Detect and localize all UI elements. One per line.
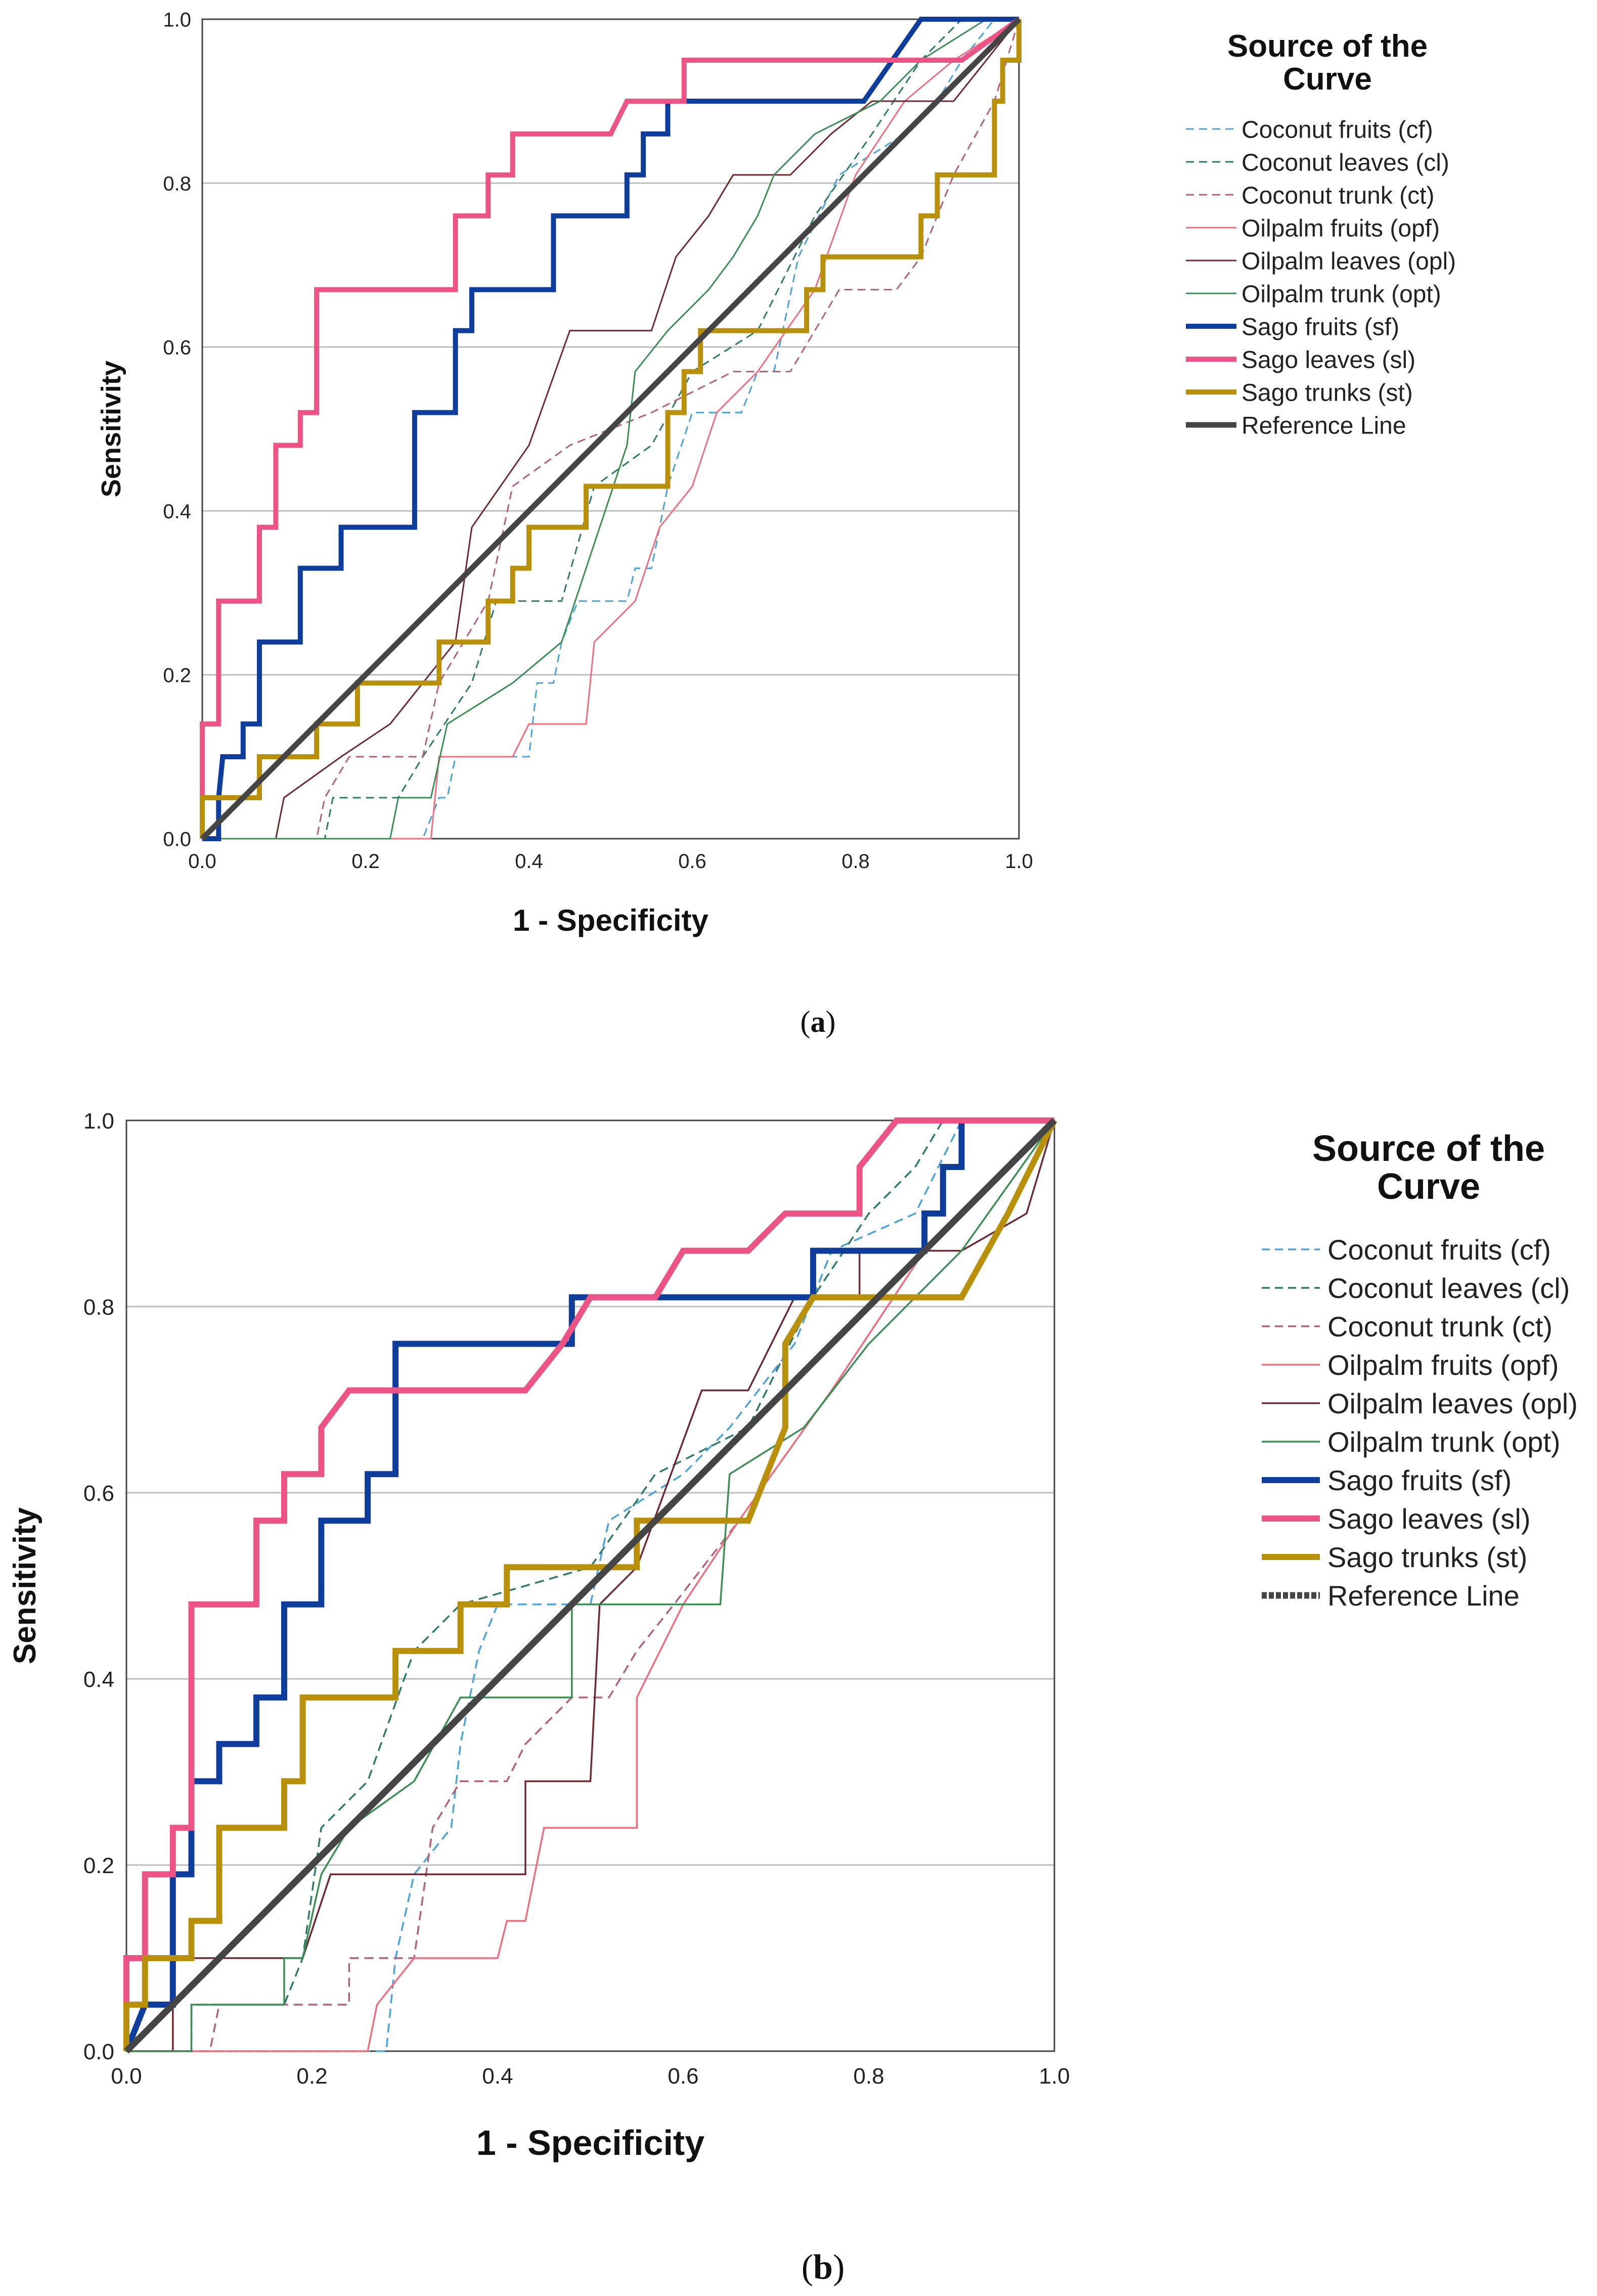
y-tick-label: 0.8 — [83, 1295, 114, 1320]
legend-label-oilpalm-trunk-opt: Oilpalm trunk (opt) — [1327, 1426, 1561, 1458]
roc-chart-a: 0.0 0.2 0.4 0.6 0.8 1.0 0.0 0.2 0.4 0.6 0.8 1.0 1 - … — [96, 9, 1456, 1038]
x-axis-title: 1 - Specificity — [513, 903, 708, 937]
legend-title: Source of the Curve — [1312, 1129, 1545, 1207]
y-tick-label: 0.0 — [83, 2040, 114, 2064]
y-tick-label: 0.0 — [163, 828, 191, 850]
series-line-coconut-leaves-cl — [126, 1119, 1054, 2052]
x-tick-label: 0.2 — [296, 2064, 327, 2089]
legend-label-coconut-fruits-cf: Coconut fruits (cf) — [1241, 116, 1433, 143]
series-line-coconut-trunk-ct — [202, 19, 1020, 840]
series-line-oilpalm-trunk-opt — [202, 18, 1019, 840]
legend-label-coconut-trunk-ct: Coconut trunk (ct) — [1327, 1311, 1552, 1342]
panel-caption: (a) — [801, 1005, 836, 1038]
x-tick-label: 0.8 — [853, 2064, 884, 2089]
series-line-oilpalm-fruits-opf — [126, 1119, 1055, 2052]
y-axis-title: Sensitivity — [96, 361, 126, 497]
legend-label-reference-line: Reference Line — [1327, 1580, 1520, 1612]
x-tick-label: 0.2 — [351, 850, 380, 873]
x-tick-label: 0.8 — [841, 850, 870, 873]
series-line-sago-trunks-st — [200, 19, 1022, 839]
y-tick-label: 0.2 — [83, 1853, 114, 1878]
series-line-sago-fruits-sf — [202, 17, 1019, 841]
series-line-coconut-fruits-cf — [126, 1119, 1054, 2052]
series-line-coconut-fruits-cf — [202, 18, 1019, 840]
y-tick-label: 0.2 — [163, 664, 191, 686]
plot-frame — [201, 18, 1020, 840]
series-line-sago-trunks-st — [123, 1119, 1057, 2051]
y-tick-label: 0.4 — [83, 1667, 114, 1692]
y-axis-title: Sensitivity — [8, 1507, 42, 1664]
legend-label-coconut-leaves-cl: Coconut leaves (cl) — [1327, 1272, 1570, 1304]
plot-frame — [125, 1119, 1055, 2052]
legend-label-sago-trunks-st: Sago trunks (st) — [1241, 379, 1413, 406]
legend-label-oilpalm-leaves-opl: Oilpalm leaves (opl) — [1327, 1388, 1578, 1419]
legend-label-reference-line: Reference Line — [1241, 412, 1406, 439]
legend-label-sago-leaves-sl: Sago leaves (sl) — [1327, 1503, 1531, 1535]
roc-chart-b: 0.0 0.2 0.4 0.6 0.8 1.0 0.0 0.2 0.4 0.6 0.8 1.0 1 - … — [8, 1109, 1578, 2287]
y-tick-label: 1.0 — [83, 1109, 114, 1134]
x-tick-label: 1.0 — [1005, 850, 1033, 873]
roc-panel-b: 0.0 0.2 0.4 0.6 0.8 1.0 0.0 0.2 0.4 0.6 0.8 1.0 1 - … — [0, 1082, 1597, 2296]
legend-label-coconut-fruits-cf: Coconut fruits (cf) — [1327, 1234, 1551, 1266]
x-axis-title: 1 - Specificity — [476, 2123, 704, 2162]
legend-label-sago-leaves-sl: Sago leaves (sl) — [1241, 346, 1415, 373]
x-tick-label: 0.0 — [111, 2064, 142, 2089]
x-tick-label: 0.6 — [678, 850, 706, 873]
series-line-oilpalm-leaves-opl — [202, 19, 1020, 840]
series-line-sago-leaves-sl — [123, 1117, 1054, 2051]
series-line-sago-leaves-sl — [200, 17, 1021, 839]
x-tick-label: 0.6 — [668, 2064, 698, 2089]
x-tick-label: 1.0 — [1039, 2064, 1070, 2089]
legend-label-oilpalm-fruits-opf: Oilpalm fruits (opf) — [1327, 1349, 1559, 1381]
legend-title: Source of the Curve — [1227, 29, 1428, 97]
x-tick-label: 0.4 — [482, 2064, 513, 2089]
legend-label-oilpalm-fruits-opf: Oilpalm fruits (opf) — [1241, 215, 1440, 242]
y-tick-label: 0.6 — [83, 1481, 114, 1506]
legend-label-sago-fruits-sf: Sago fruits (sf) — [1241, 314, 1399, 340]
series-line-coconut-trunk-ct — [126, 1119, 1055, 2052]
x-tick-label: 0.0 — [188, 850, 216, 873]
legend-label-coconut-leaves-cl: Coconut leaves (cl) — [1241, 149, 1449, 176]
legend-label-oilpalm-leaves-opl: Oilpalm leaves (opl) — [1241, 248, 1456, 275]
roc-panel-a: 0.0 0.2 0.4 0.6 0.8 1.0 0.0 0.2 0.4 0.6 0.8 1.0 1 - … — [0, 0, 1597, 1072]
y-tick-label: 1.0 — [163, 9, 191, 31]
legend-label-sago-fruits-sf: Sago fruits (sf) — [1327, 1464, 1512, 1496]
y-tick-label: 0.4 — [163, 500, 191, 523]
y-tick-label: 0.8 — [163, 172, 191, 195]
y-tick-label: 0.6 — [163, 336, 191, 359]
legend-label-coconut-trunk-ct: Coconut trunk (ct) — [1241, 182, 1434, 209]
legend-label-sago-trunks-st: Sago trunks (st) — [1327, 1541, 1527, 1573]
series-line-reference-line — [124, 1118, 1057, 2054]
series-line-oilpalm-fruits-opf — [202, 18, 1019, 840]
legend-label-oilpalm-trunk-opt: Oilpalm trunk (opt) — [1241, 281, 1441, 308]
x-tick-label: 0.4 — [515, 850, 543, 873]
panel-caption: (b) — [802, 2248, 845, 2287]
series-line-reference-line — [200, 17, 1021, 841]
